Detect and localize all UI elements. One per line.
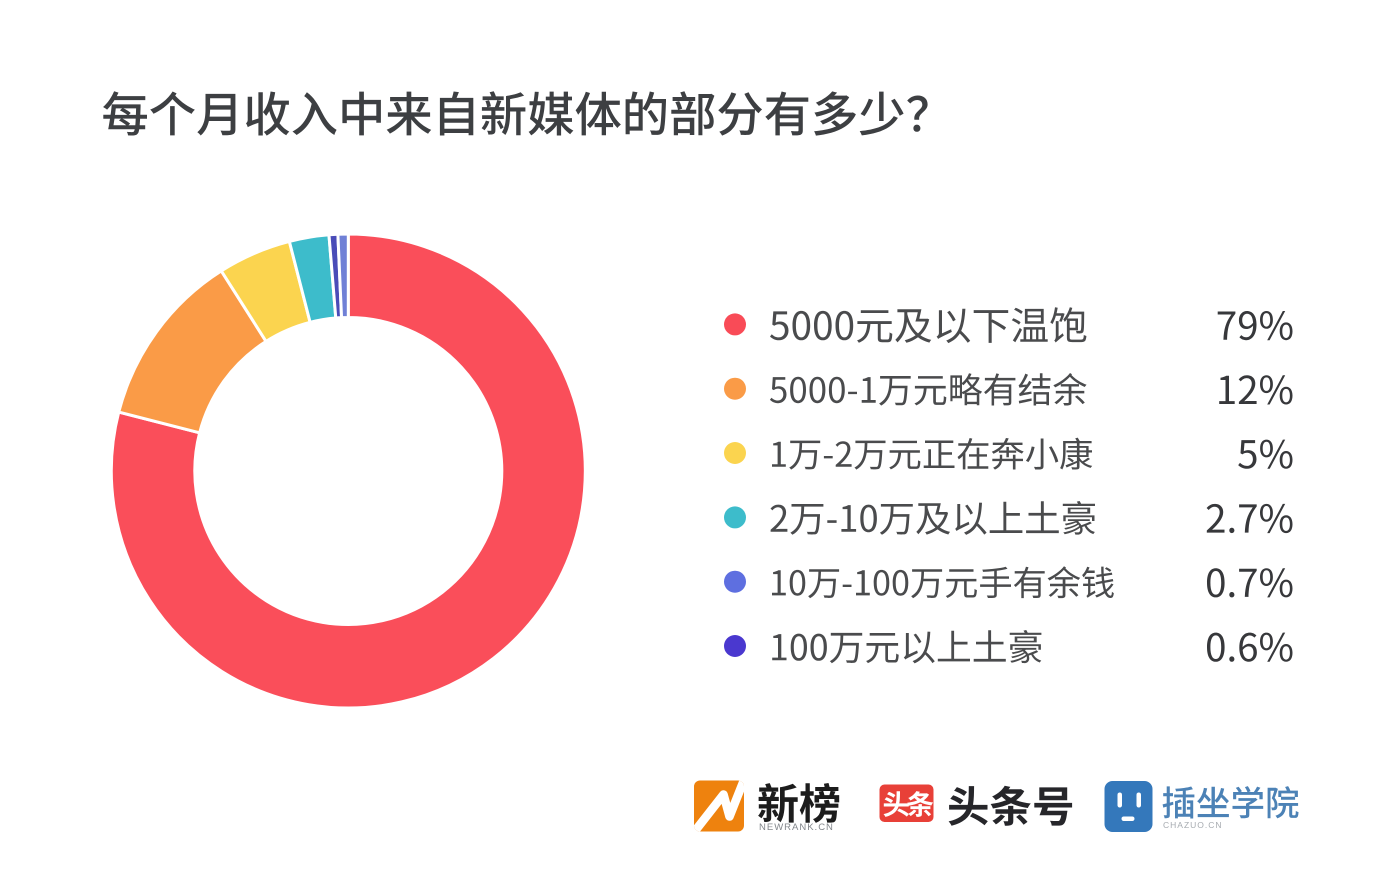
svg-text:NEWRANK.CN: NEWRANK.CN xyxy=(759,822,834,833)
svg-text:CHAZUO.CN: CHAZUO.CN xyxy=(1163,820,1223,830)
